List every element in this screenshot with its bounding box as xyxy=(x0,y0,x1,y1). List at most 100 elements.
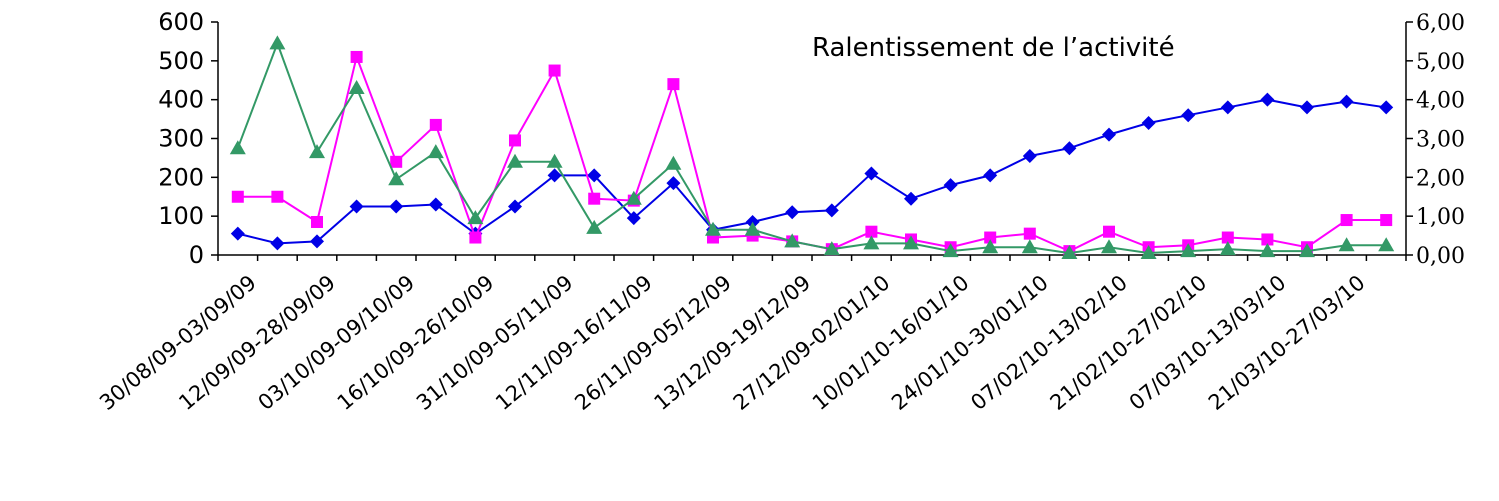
data-point xyxy=(1379,100,1394,115)
data-point xyxy=(1378,237,1395,252)
data-point xyxy=(942,243,959,258)
data-point xyxy=(230,226,245,241)
data-point xyxy=(269,35,286,50)
data-point xyxy=(823,241,840,256)
data-point xyxy=(1103,225,1115,238)
series-2 xyxy=(231,50,1393,258)
right-tick-label: 5,00 xyxy=(1416,50,1465,75)
data-point xyxy=(1022,148,1037,163)
data-point xyxy=(231,190,244,203)
data-point xyxy=(390,155,403,168)
data-point xyxy=(427,144,444,159)
left-tick-label: 300 xyxy=(158,125,204,153)
data-point xyxy=(1340,214,1353,227)
data-point xyxy=(1181,108,1196,123)
data-point xyxy=(984,231,997,244)
data-point xyxy=(547,168,562,183)
data-point xyxy=(784,233,801,248)
data-point xyxy=(1220,100,1235,115)
data-point xyxy=(1021,239,1038,254)
data-point xyxy=(665,155,682,170)
left-tick-label: 200 xyxy=(158,163,204,191)
data-point xyxy=(744,221,761,236)
series-line xyxy=(237,53,1387,253)
left-tick-label: 600 xyxy=(158,8,204,36)
data-point xyxy=(1061,245,1078,260)
data-point xyxy=(1102,127,1116,142)
x-tick-group: 30/08/09-03/09/0912/09/09-28/09/0903/10/… xyxy=(95,255,1407,415)
data-point xyxy=(864,166,879,181)
data-point xyxy=(507,153,523,168)
data-point xyxy=(982,239,999,254)
data-point xyxy=(587,168,602,183)
data-point xyxy=(1219,241,1236,256)
data-point xyxy=(1261,233,1274,246)
data-point xyxy=(1023,227,1036,240)
data-point xyxy=(865,225,878,238)
data-point xyxy=(1380,214,1393,227)
left-tick-label: 0 xyxy=(189,241,204,269)
right-tick-group: 0,00 1,00 2,00 3,00 4,00 5,00 6,00 xyxy=(1406,11,1465,269)
x-tick-label: 21/03/10-27/03/10 xyxy=(1204,270,1370,415)
right-tick-label: 3,00 xyxy=(1416,128,1465,153)
data-point xyxy=(943,178,958,193)
data-point xyxy=(1140,245,1157,260)
data-point xyxy=(1062,141,1077,156)
data-point xyxy=(548,64,561,77)
right-tick-label: 1,00 xyxy=(1416,205,1465,230)
right-tick-label: 0,00 xyxy=(1416,244,1465,269)
data-point xyxy=(469,231,482,244)
chart-annotation: Ralentissement de l’activité xyxy=(812,33,1175,63)
data-point xyxy=(508,199,522,214)
data-point xyxy=(705,221,721,236)
data-point xyxy=(588,192,601,205)
series-line xyxy=(237,98,1387,245)
left-tick-label: 100 xyxy=(158,202,204,230)
data-point xyxy=(586,219,603,234)
data-point xyxy=(546,153,563,168)
data-point xyxy=(229,140,246,155)
data-point xyxy=(666,176,681,191)
data-point xyxy=(349,199,364,214)
data-point xyxy=(1259,243,1276,258)
left-tick-label: 400 xyxy=(158,86,204,114)
data-point xyxy=(903,235,919,250)
data-point xyxy=(983,168,998,183)
data-point xyxy=(824,203,839,218)
data-point xyxy=(1338,237,1355,252)
data-point xyxy=(389,199,404,214)
data-point xyxy=(904,191,918,206)
data-point xyxy=(1221,231,1234,244)
left-tick-label: 500 xyxy=(158,47,204,75)
data-point xyxy=(270,236,285,251)
right-tick-label: 4,00 xyxy=(1416,89,1465,114)
right-tick-label: 2,00 xyxy=(1416,166,1465,191)
series-1 xyxy=(230,92,1394,251)
data-point xyxy=(785,205,800,220)
series-3 xyxy=(229,35,1395,260)
right-tick-label: 6,00 xyxy=(1416,11,1465,36)
data-point xyxy=(1300,100,1314,115)
data-point xyxy=(429,118,442,131)
data-point xyxy=(1141,115,1156,130)
data-point xyxy=(348,80,365,95)
series-group xyxy=(229,35,1395,260)
data-point xyxy=(667,78,680,91)
data-point xyxy=(388,171,405,186)
data-point xyxy=(1180,243,1197,258)
data-point xyxy=(310,234,324,249)
data-point xyxy=(428,197,443,212)
data-point xyxy=(311,215,323,228)
data-point xyxy=(467,210,484,225)
data-point xyxy=(625,190,642,205)
data-point xyxy=(271,190,284,203)
left-tick-group: 0 100 200 300 400 500 600 xyxy=(158,8,218,269)
data-point xyxy=(1101,239,1117,254)
data-point xyxy=(863,235,880,250)
data-point xyxy=(350,50,363,63)
data-point xyxy=(626,211,641,226)
data-point xyxy=(309,144,325,159)
data-point xyxy=(509,134,521,147)
data-point xyxy=(1339,94,1354,109)
